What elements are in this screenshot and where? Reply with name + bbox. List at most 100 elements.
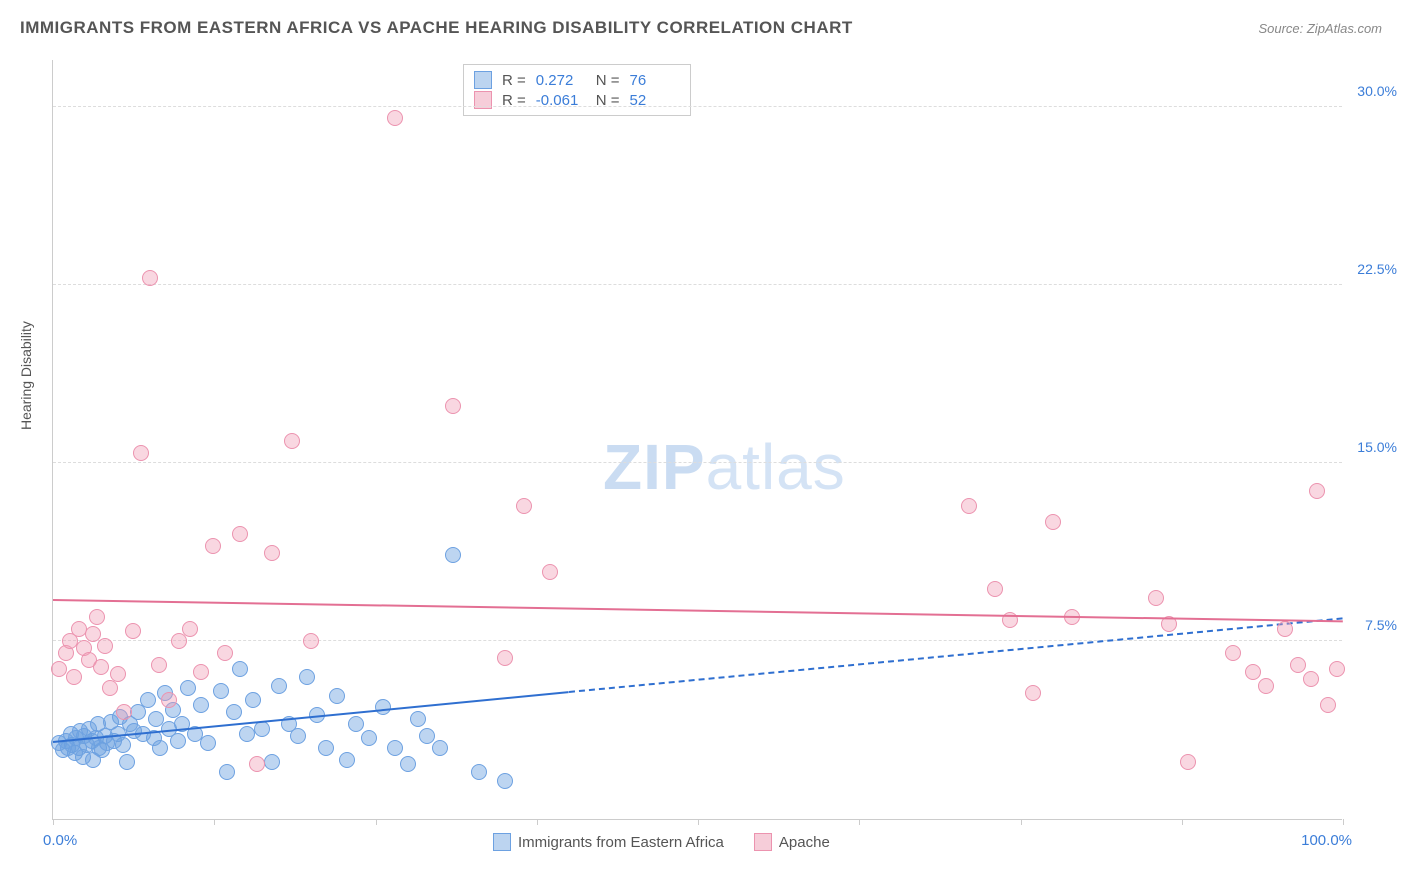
data-point — [125, 623, 141, 639]
data-point — [1180, 754, 1196, 770]
y-tick-label: 7.5% — [1365, 617, 1397, 633]
data-point — [348, 716, 364, 732]
data-point — [1148, 590, 1164, 606]
data-point — [303, 633, 319, 649]
data-point — [1258, 678, 1274, 694]
chart-title: IMMIGRANTS FROM EASTERN AFRICA VS APACHE… — [20, 18, 853, 38]
x-axis-max-label: 100.0% — [1301, 832, 1352, 849]
source-attribution: Source: ZipAtlas.com — [1258, 21, 1382, 36]
swatch-series-1 — [474, 71, 492, 89]
data-point — [226, 704, 242, 720]
data-point — [239, 726, 255, 742]
watermark: ZIPatlas — [603, 430, 846, 504]
data-point — [119, 754, 135, 770]
data-point — [1245, 664, 1261, 680]
x-tick — [376, 819, 377, 825]
data-point — [116, 704, 132, 720]
data-point — [290, 728, 306, 744]
y-tick-label: 22.5% — [1357, 261, 1397, 277]
data-point — [249, 756, 265, 772]
y-tick-label: 30.0% — [1357, 83, 1397, 99]
data-point — [115, 737, 131, 753]
data-point — [271, 678, 287, 694]
bottom-legend: Immigrants from Eastern Africa Apache — [493, 833, 830, 851]
data-point — [387, 740, 403, 756]
data-point — [299, 669, 315, 685]
data-point — [542, 564, 558, 580]
x-tick — [859, 819, 860, 825]
data-point — [193, 664, 209, 680]
data-point — [961, 498, 977, 514]
data-point — [1309, 483, 1325, 499]
data-point — [213, 683, 229, 699]
data-point — [232, 526, 248, 542]
data-point — [152, 740, 168, 756]
y-axis-label: Hearing Disability — [18, 321, 34, 430]
data-point — [1225, 645, 1241, 661]
data-point — [232, 661, 248, 677]
data-point — [93, 659, 109, 675]
data-point — [217, 645, 233, 661]
data-point — [375, 699, 391, 715]
x-tick — [1182, 819, 1183, 825]
data-point — [497, 773, 513, 789]
n-value-1: 76 — [630, 72, 680, 89]
data-point — [1290, 657, 1306, 673]
data-point — [516, 498, 532, 514]
x-axis-min-label: 0.0% — [43, 832, 77, 849]
data-point — [387, 110, 403, 126]
data-point — [193, 697, 209, 713]
data-point — [1045, 514, 1061, 530]
data-point — [329, 688, 345, 704]
data-point — [161, 692, 177, 708]
x-tick — [1343, 819, 1344, 825]
legend-swatch-1 — [493, 833, 511, 851]
legend-item-1: Immigrants from Eastern Africa — [493, 833, 724, 851]
data-point — [1320, 697, 1336, 713]
x-tick — [1021, 819, 1022, 825]
data-point — [66, 669, 82, 685]
data-point — [180, 680, 196, 696]
stats-row-series-1: R = 0.272 N = 76 — [474, 71, 680, 89]
data-point — [264, 545, 280, 561]
gridline — [53, 640, 1342, 641]
data-point — [140, 692, 156, 708]
data-point — [110, 666, 126, 682]
data-point — [471, 764, 487, 780]
data-point — [245, 692, 261, 708]
data-point — [987, 581, 1003, 597]
x-tick — [214, 819, 215, 825]
data-point — [205, 538, 221, 554]
data-point — [89, 609, 105, 625]
data-point — [419, 728, 435, 744]
correlation-stats-box: R = 0.272 N = 76 R = -0.061 N = 52 — [463, 64, 691, 116]
data-point — [133, 445, 149, 461]
data-point — [361, 730, 377, 746]
data-point — [432, 740, 448, 756]
data-point — [1025, 685, 1041, 701]
data-point — [1277, 621, 1293, 637]
scatter-plot: ZIPatlas R = 0.272 N = 76 R = -0.061 N =… — [52, 60, 1342, 820]
gridline — [53, 462, 1342, 463]
x-tick — [698, 819, 699, 825]
data-point — [284, 433, 300, 449]
data-point — [142, 270, 158, 286]
data-point — [97, 638, 113, 654]
x-tick — [537, 819, 538, 825]
data-point — [410, 711, 426, 727]
data-point — [1303, 671, 1319, 687]
gridline — [53, 106, 1342, 107]
data-point — [182, 621, 198, 637]
data-point — [151, 657, 167, 673]
r-value-1: 0.272 — [536, 72, 586, 89]
data-point — [497, 650, 513, 666]
gridline — [53, 284, 1342, 285]
data-point — [170, 733, 186, 749]
x-tick — [53, 819, 54, 825]
data-point — [318, 740, 334, 756]
data-point — [445, 398, 461, 414]
data-point — [1329, 661, 1345, 677]
data-point — [200, 735, 216, 751]
data-point — [264, 754, 280, 770]
legend-item-2: Apache — [754, 833, 830, 851]
